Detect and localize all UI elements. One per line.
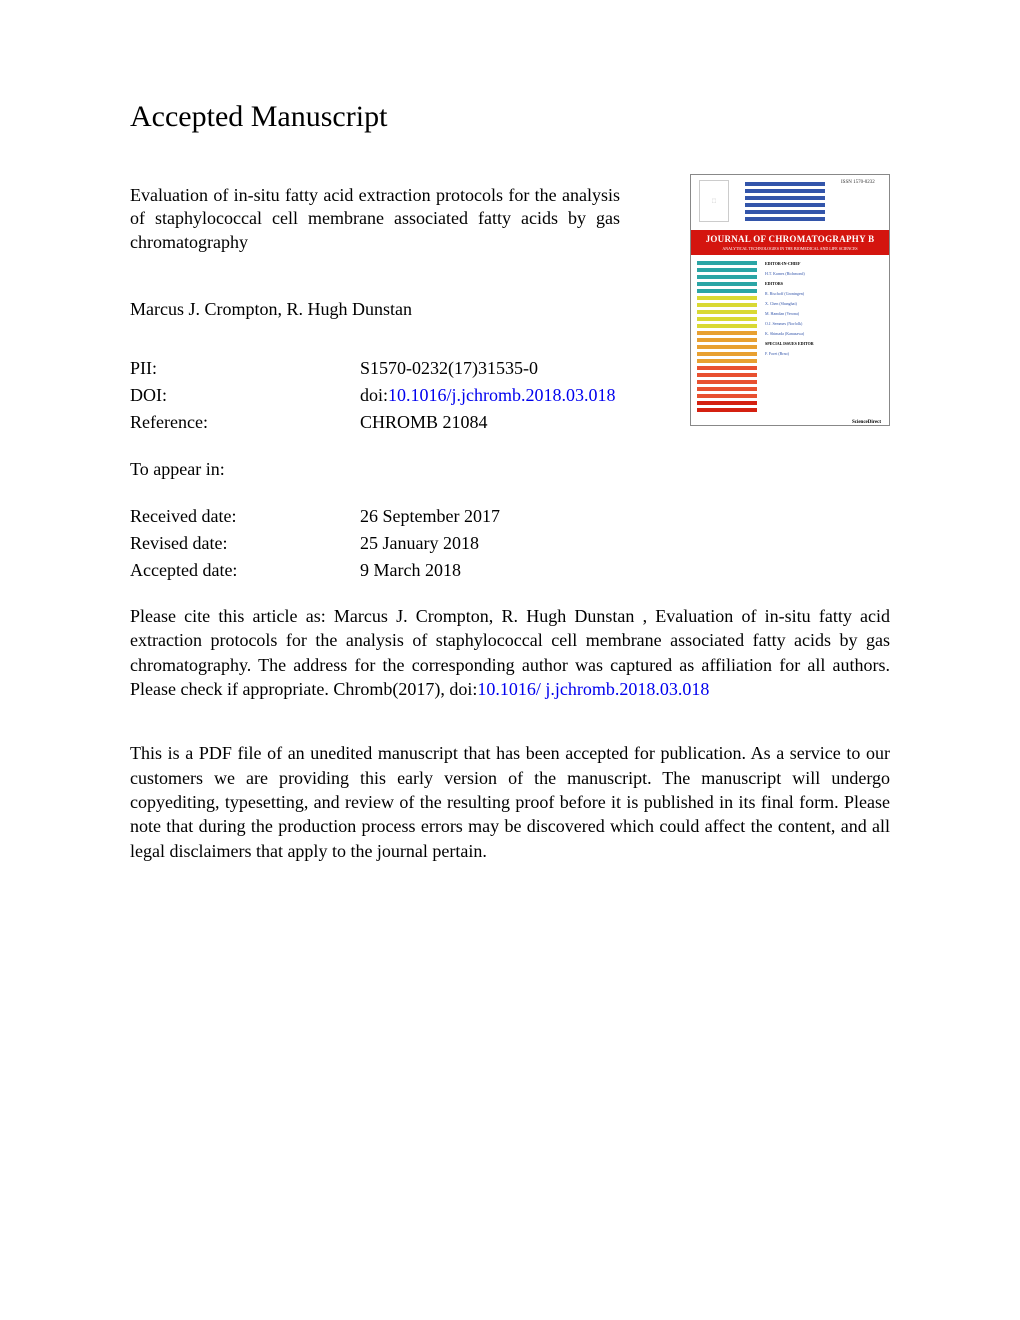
cover-top: ⬚ ISSN 1570-0232 [691, 175, 889, 230]
pii-label: PII: [130, 355, 360, 382]
cover-body-text: EDITOR-IN-CHIEFH.T. Karnes (Richmond)EDI… [757, 261, 883, 414]
cover-journal-title: JOURNAL OF CHROMATOGRAPHY B [693, 234, 887, 244]
received-label: Received date: [130, 503, 360, 530]
accepted-value: 9 March 2018 [360, 557, 890, 584]
appear-label: To appear in: [130, 456, 360, 483]
cover-top-lines [745, 180, 825, 225]
disclaimer-text: This is a PDF file of an unedited manusc… [130, 741, 890, 862]
accepted-label: Accepted date: [130, 557, 360, 584]
doi-label: DOI: [130, 382, 360, 409]
citation-text: Please cite this article as: Marcus J. C… [130, 604, 890, 701]
cover-footer: ScienceDirect [691, 420, 889, 425]
article-title: Evaluation of in-situ fatty acid extract… [130, 184, 620, 254]
cover-issn: ISSN 1570-0232 [841, 180, 881, 225]
content-wrapper: ⬚ ISSN 1570-0232 JOURNAL OF CHROMATOGRAP… [130, 184, 890, 863]
received-value: 26 September 2017 [360, 503, 890, 530]
elsevier-logo-icon: ⬚ [699, 180, 729, 222]
doi-link[interactable]: 10.1016/j.jchromb.2018.03.018 [388, 385, 616, 405]
cover-body: EDITOR-IN-CHIEFH.T. Karnes (Richmond)EDI… [691, 255, 889, 420]
reference-label: Reference: [130, 409, 360, 436]
cover-title-band: JOURNAL OF CHROMATOGRAPHY B ANALYTICAL T… [691, 230, 889, 255]
revised-label: Revised date: [130, 530, 360, 557]
meta-block-2: To appear in: [130, 456, 890, 483]
citation-doi-link[interactable]: 10.1016/ j.jchromb.2018.03.018 [477, 679, 709, 699]
journal-cover-thumbnail: ⬚ ISSN 1570-0232 JOURNAL OF CHROMATOGRAP… [690, 174, 890, 426]
cover-body-lines [697, 261, 757, 414]
cover-journal-subtitle: ANALYTICAL TECHNOLOGIES IN THE BIOMEDICA… [693, 246, 887, 251]
page-title: Accepted Manuscript [130, 100, 890, 134]
revised-value: 25 January 2018 [360, 530, 890, 557]
meta-block-3: Received date: 26 September 2017 Revised… [130, 503, 890, 584]
